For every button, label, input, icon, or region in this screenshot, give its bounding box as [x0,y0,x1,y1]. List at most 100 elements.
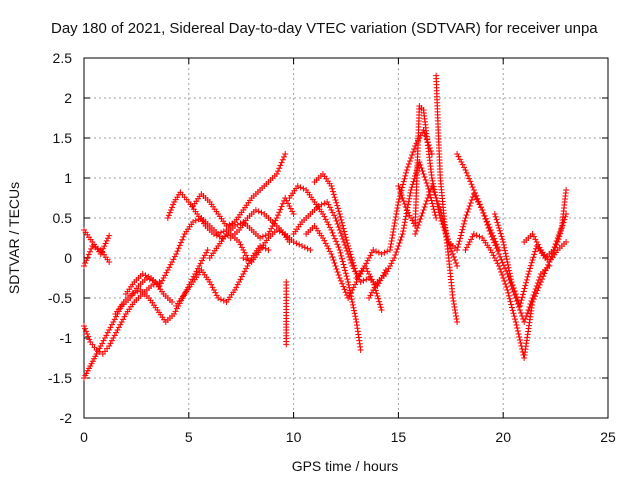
data-point [511,313,518,320]
x-tick-label: 15 [391,429,407,445]
data-point [194,265,201,272]
data-point [479,207,486,213]
data-point [349,257,356,263]
data-point [464,209,471,215]
data-point [458,159,465,165]
data-point [86,336,93,343]
data-point [504,287,511,293]
data-point [255,208,262,215]
data-point [345,245,352,252]
data-point [273,215,280,221]
data-point [529,231,536,237]
data-point [509,282,516,288]
data-point [192,217,199,224]
data-point [469,184,476,191]
data-point [166,264,173,271]
data-point [423,198,430,204]
data-point [473,192,480,199]
data-point [330,257,337,263]
data-point [330,191,337,198]
data-point [540,273,547,280]
data-point [407,215,414,221]
data-point [407,155,414,161]
data-point [276,209,283,216]
data-point [273,171,280,177]
data-point [334,241,341,248]
data-point [294,183,301,189]
data-point [368,249,375,256]
data-point [324,243,331,249]
data-point [494,219,501,226]
data-point [111,332,118,339]
data-point [508,279,515,285]
data-point [497,230,504,237]
data-point [420,171,427,177]
data-point [330,188,337,195]
data-point [376,301,383,308]
data-point [387,244,394,250]
data-point [499,259,506,266]
data-point [529,257,536,263]
data-point [240,271,247,277]
data-point [301,244,308,251]
data-point [340,225,347,232]
data-point [451,307,458,313]
y-tick-label: 2 [64,90,72,106]
data-point [82,325,89,332]
data-point [325,201,332,208]
data-point [328,183,335,189]
y-tick-label: 2.5 [53,50,73,66]
data-point [349,301,356,308]
data-point [129,291,136,297]
data-point [328,207,335,213]
data-point [113,329,120,336]
data-point [339,222,346,229]
data-point [115,324,122,331]
data-point [536,244,543,251]
data-point [391,223,398,229]
data-point [101,335,108,341]
data-point [429,177,436,184]
data-point [164,267,171,273]
data-point [332,263,339,269]
data-point [85,251,92,258]
data-point [342,231,349,238]
data-point [399,195,406,201]
data-point [437,207,444,213]
data-point [527,265,534,272]
data-point [528,259,535,266]
data-point [94,245,101,252]
data-point [200,255,207,261]
data-point [505,292,512,299]
data-point [159,277,166,284]
y-tick-label: -2 [60,410,73,426]
data-point [241,249,248,256]
plot-border [83,57,609,419]
data-point [364,257,371,264]
data-point [391,220,398,226]
data-point [179,236,186,243]
data-point [182,289,189,296]
data-point [388,241,395,247]
data-point [533,239,540,245]
data-point [335,244,342,251]
data-point [350,259,357,266]
data-point [213,232,220,239]
data-point [106,327,113,333]
data-point [493,216,500,223]
data-point [296,241,303,248]
data-point [433,195,440,201]
data-point [387,247,394,253]
data-point [351,310,358,317]
data-point [506,295,513,302]
data-point [348,254,355,261]
data-point [162,272,169,279]
data-point [409,152,416,158]
data-point [412,231,419,237]
y-tick-label: 0.5 [53,210,73,226]
data-point [393,249,400,255]
data-point [346,248,353,255]
data-point [373,281,380,288]
data-point [514,325,521,331]
data-point [329,229,336,236]
